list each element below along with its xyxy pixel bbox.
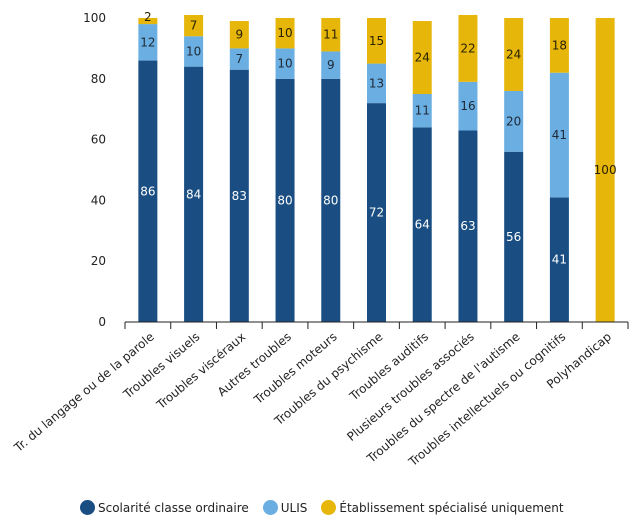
- legend-label: Scolarité classe ordinaire: [98, 500, 249, 515]
- data-label: 24: [415, 51, 430, 65]
- legend-swatch: [80, 500, 95, 515]
- bar-segment: [549, 18, 569, 73]
- y-axis: 0 20 40 60 80 100: [83, 11, 106, 329]
- bar-segment: [229, 69, 249, 323]
- bar-segment: [504, 18, 524, 91]
- y-tick-label: 100: [83, 11, 106, 25]
- bar-segment: [549, 197, 569, 322]
- data-label: 80: [277, 193, 292, 207]
- data-label: 20: [506, 114, 521, 128]
- data-label: 10: [277, 57, 292, 71]
- x-tick-label: Troubles moteurs: [251, 330, 340, 408]
- bar-segment: [458, 14, 478, 82]
- bar-segment: [184, 66, 204, 322]
- legend-item: ULIS: [262, 500, 308, 515]
- data-label: 9: [235, 28, 243, 42]
- bar-segment: [275, 48, 295, 79]
- data-label: 83: [232, 189, 247, 203]
- bar-segment: [412, 127, 432, 322]
- legend-swatch: [262, 500, 278, 515]
- data-label: 41: [552, 253, 567, 267]
- legend-label: ULIS: [280, 500, 308, 515]
- bar-segment: [138, 24, 158, 61]
- bar-segment: [275, 18, 295, 49]
- bar-segment: [321, 18, 341, 52]
- bar-segment: [367, 63, 386, 104]
- data-label: 100: [594, 163, 617, 177]
- y-tick-label: 80: [91, 72, 106, 86]
- x-tick-label: Troubles auditifs: [346, 330, 431, 404]
- bar-segment: [184, 36, 204, 67]
- bar-segment: [412, 94, 432, 128]
- bar-segment: [595, 18, 615, 322]
- y-tick-label: 0: [98, 315, 106, 329]
- bar-segment: [504, 151, 524, 322]
- data-label: 18: [552, 38, 567, 52]
- data-label: 63: [460, 219, 475, 233]
- bar-segment: [321, 78, 341, 322]
- data-label: 22: [460, 41, 475, 55]
- data-label: 11: [323, 28, 338, 42]
- bar-segment: [367, 18, 386, 64]
- y-tick-label: 60: [91, 133, 106, 147]
- data-label: 72: [369, 206, 384, 220]
- bar-segment: [138, 60, 158, 323]
- data-label: 2: [144, 10, 152, 24]
- bar-segment: [229, 21, 249, 49]
- legend: Scolarité classe ordinaire ULIS Établissem…: [80, 500, 578, 515]
- data-label: 80: [323, 193, 338, 207]
- bar-segment: [229, 48, 249, 70]
- data-label: 64: [415, 218, 430, 232]
- data-label: 9: [327, 58, 335, 72]
- x-tick-label: Troubles viscéraux: [153, 330, 248, 413]
- data-label: 24: [506, 47, 521, 61]
- bar-segment: [367, 103, 386, 323]
- y-tick-label: 40: [91, 193, 106, 207]
- data-label: 11: [415, 104, 430, 118]
- data-label: 56: [506, 230, 521, 244]
- x-tick-label: Troubles visuels: [120, 330, 202, 402]
- data-label: 7: [190, 19, 198, 33]
- data-label: 16: [460, 99, 475, 113]
- data-label: 10: [277, 26, 292, 40]
- legend-swatch: [321, 500, 337, 515]
- data-label: 13: [369, 76, 384, 90]
- bars: 86 12 2 84 10 7 83 7 9 80 10 10 80 9 11 72 13 15 64 11 24 63 1…: [138, 10, 617, 323]
- y-tick-label: 20: [91, 254, 106, 268]
- bar-segment: [504, 90, 524, 152]
- data-label: 10: [186, 44, 201, 58]
- bar-segment: [549, 72, 569, 198]
- data-label: 12: [140, 35, 155, 49]
- bar-segment: [275, 78, 295, 322]
- bar-segment: [138, 18, 158, 25]
- legend-item: Scolarité classe ordinaire: [80, 500, 249, 515]
- legend-item: Établissement spécialisé uniquement: [321, 500, 564, 515]
- bar-segment: [184, 14, 204, 37]
- data-label: 15: [369, 34, 384, 48]
- data-label: 84: [186, 187, 201, 201]
- bar-segment: [458, 81, 478, 131]
- data-label: 7: [235, 52, 243, 66]
- bar-segment: [321, 51, 341, 79]
- legend-label: Établissement spécialisé uniquement: [339, 500, 564, 515]
- data-label: 41: [552, 128, 567, 142]
- bar-segment: [458, 130, 478, 322]
- bar-segment: [412, 21, 432, 94]
- data-label: 86: [140, 184, 155, 198]
